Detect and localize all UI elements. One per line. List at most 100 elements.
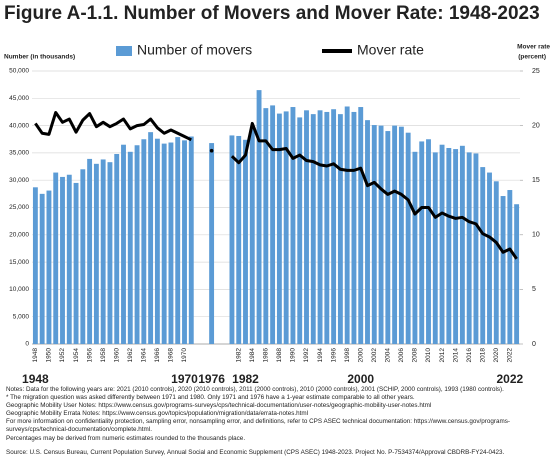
bar — [480, 167, 486, 344]
x-tick-label: 1990 — [290, 348, 297, 363]
y2-tick-label: 15 — [532, 177, 540, 184]
y2-tick-label: 5 — [532, 286, 536, 293]
y2-tick-label: 10 — [532, 232, 540, 239]
x-tick-label: 1986 — [263, 348, 270, 363]
year-annotation: 1948 — [22, 372, 49, 386]
bar — [73, 182, 79, 344]
x-tick-label: 2000 — [357, 348, 364, 363]
x-tick-label: 1996 — [330, 348, 337, 363]
year-annotation: 1982 — [232, 372, 259, 386]
bar — [270, 105, 276, 344]
bar — [175, 137, 181, 344]
x-tick-label: 1950 — [46, 348, 53, 363]
y2-tick-label: 25 — [532, 68, 540, 75]
notes: Notes: Data for the following years are:… — [6, 386, 552, 443]
note-line: For more information on confidentiality … — [6, 418, 510, 426]
bar — [487, 172, 492, 344]
bar — [514, 204, 520, 344]
y-tick-label: 10,000 — [9, 286, 29, 293]
bar — [168, 142, 174, 344]
bar — [371, 125, 377, 344]
y-tick-label: 15,000 — [9, 259, 29, 266]
bar — [188, 136, 194, 344]
bar — [276, 113, 282, 344]
bar — [39, 193, 45, 344]
bar — [141, 139, 147, 344]
x-tick-label: 2012 — [439, 348, 446, 363]
bar — [154, 138, 160, 344]
x-tick-label: 1958 — [100, 348, 107, 363]
y-tick-label: 50,000 — [9, 68, 29, 75]
x-tick-label: 1970 — [181, 348, 188, 363]
bar — [114, 153, 120, 344]
bar — [46, 190, 52, 344]
bar — [80, 169, 86, 344]
note-line: Geographic Mobility Errata Notes: https:… — [6, 410, 309, 418]
x-tick-label: 1966 — [154, 348, 161, 363]
legend-label: Number of movers — [137, 42, 252, 58]
bar — [500, 196, 506, 344]
bar — [290, 107, 296, 344]
x-tick-label: 2004 — [385, 348, 392, 363]
bar — [93, 163, 99, 344]
x-tick-label: 1962 — [127, 348, 134, 363]
chart: Figure A-1.1. Number of Movers and Mover… — [4, 3, 550, 386]
bar — [344, 106, 350, 345]
bar — [297, 117, 303, 344]
bar — [60, 176, 65, 344]
x-tick-label: 1952 — [59, 348, 66, 363]
x-tick-label: 1954 — [73, 348, 80, 363]
bar — [358, 107, 364, 344]
bar — [324, 111, 330, 344]
year-annotation: 1976 — [198, 372, 225, 386]
x-tick-label: 1998 — [344, 348, 351, 363]
bar — [100, 159, 106, 344]
bar — [236, 135, 242, 344]
bar — [493, 181, 499, 344]
bar — [87, 158, 93, 344]
y2-tick-label: 0 — [532, 341, 536, 348]
bar — [66, 174, 72, 344]
bar — [161, 143, 167, 344]
legend-label: Mover rate — [357, 42, 424, 58]
bar — [419, 141, 425, 344]
x-tick-label: 2022 — [507, 348, 514, 363]
bar — [182, 140, 187, 344]
year-annotation: 2000 — [347, 372, 374, 386]
bar — [432, 152, 438, 344]
bar — [507, 190, 513, 344]
x-tick-label: 2020 — [493, 348, 500, 363]
bar — [148, 132, 154, 344]
source: Source: U.S. Census Bureau, Current Popu… — [6, 449, 505, 456]
x-tick-label: 2010 — [425, 348, 432, 363]
bar — [121, 144, 126, 344]
y-tick-label: 30,000 — [9, 177, 29, 184]
bar — [365, 120, 370, 344]
line-point — [209, 148, 214, 153]
y-tick-label: 35,000 — [9, 150, 29, 157]
bar — [310, 114, 316, 344]
bar — [351, 111, 357, 344]
line — [34, 111, 518, 260]
x-tick-label: 1988 — [276, 348, 283, 363]
bar — [385, 131, 391, 344]
bar — [337, 114, 343, 344]
y-axis-title: Number (in thousands) — [4, 54, 75, 61]
y2-axis-title: (percent) — [518, 54, 546, 61]
x-tick-label: 2008 — [412, 348, 419, 363]
x-tick-label: 1960 — [113, 348, 120, 363]
y-tick-label: 5,000 — [13, 313, 30, 320]
bar — [32, 187, 38, 344]
bar — [134, 145, 140, 344]
note-line: Notes: Data for the following years are:… — [6, 386, 504, 393]
y-tick-label: 45,000 — [9, 95, 29, 102]
bar — [249, 128, 255, 344]
x-tick-label: 2014 — [452, 348, 459, 363]
x-tick-label: 2018 — [479, 348, 486, 363]
bar — [459, 145, 465, 344]
bar — [304, 110, 309, 344]
bar — [405, 132, 411, 344]
x-tick-label: 1994 — [317, 348, 324, 363]
chart-title: Figure A-1.1. Number of Movers and Mover… — [4, 3, 540, 24]
x-tick-label: 1956 — [86, 348, 93, 363]
